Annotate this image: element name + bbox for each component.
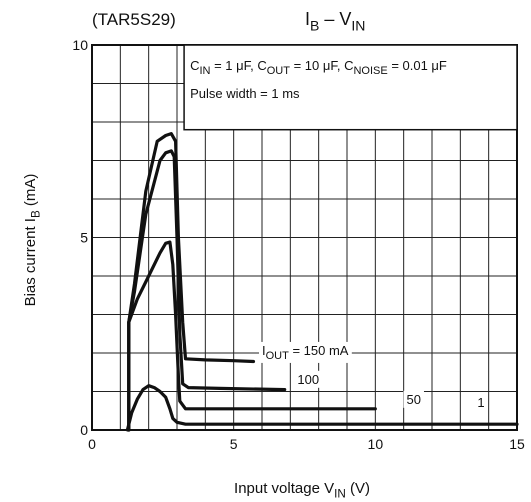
text-part: Bias current I bbox=[22, 218, 39, 306]
y-tick-label: 5 bbox=[80, 230, 88, 246]
curve-label-text: 50 bbox=[407, 392, 421, 407]
curve-label-text: I bbox=[262, 343, 266, 358]
curve-label: 100 bbox=[294, 370, 323, 388]
x-tick-label: 15 bbox=[509, 436, 525, 452]
series-line-3 bbox=[127, 240, 377, 432]
text-part: Input voltage V bbox=[234, 480, 334, 497]
chart-title: IB​ – VIN​ bbox=[305, 9, 365, 33]
device-label: (TAR5S29) bbox=[92, 10, 176, 29]
text-subscript: IN bbox=[351, 17, 365, 33]
series-line-4 bbox=[125, 384, 519, 432]
x-axis-label: Input voltage VIN​ (V) bbox=[234, 480, 370, 501]
curve-label-text: 1 bbox=[477, 395, 484, 410]
conditions-line2: Pulse width = 1 ms bbox=[190, 86, 300, 101]
curve-label-rest: = 150 mA bbox=[289, 343, 349, 358]
svg-text:50: 50 bbox=[407, 392, 421, 407]
text-part: (mA) bbox=[22, 174, 39, 211]
svg-text:IOUT = 150 mA: IOUT = 150 mA bbox=[262, 343, 349, 362]
y-axis-label: Bias current IB​ (mA) bbox=[22, 174, 43, 307]
curve-label-bg bbox=[474, 393, 488, 411]
text-part: = 10 μF, C bbox=[290, 58, 354, 73]
curve-label-text: 100 bbox=[297, 372, 319, 387]
x-tick-label: 5 bbox=[230, 436, 238, 452]
y-tick-label: 0 bbox=[80, 422, 88, 438]
svg-text:1: 1 bbox=[477, 395, 484, 410]
curve-label: IOUT = 150 mA bbox=[259, 341, 352, 363]
text-part: I bbox=[305, 9, 310, 29]
curve-label: 1 bbox=[474, 393, 488, 411]
text-subscript: IN bbox=[334, 488, 346, 501]
text-subscript: NOISE bbox=[353, 65, 387, 77]
text-subscript: OUT bbox=[267, 65, 291, 77]
curve-label-sub: OUT bbox=[266, 350, 290, 362]
y-tick-label: 10 bbox=[72, 37, 88, 53]
text-part: = 1 μF, C bbox=[210, 58, 266, 73]
svg-text:100: 100 bbox=[297, 372, 319, 387]
x-tick-label: 0 bbox=[88, 436, 96, 452]
text-subscript: B bbox=[310, 17, 319, 33]
x-tick-label: 10 bbox=[368, 436, 384, 452]
series-line-2 bbox=[127, 149, 287, 432]
conditions-frame bbox=[183, 44, 518, 131]
curve-labels: IOUT = 150 mA 100 50 1 bbox=[259, 341, 488, 411]
conditions-box: CIN​ = 1 μF, COUT​ = 10 μF, CNOISE​ = 0.… bbox=[183, 44, 518, 131]
curve-label: 50 bbox=[403, 390, 424, 408]
text-part: = 0.01 μF bbox=[388, 58, 447, 73]
conditions-line1: CIN​ = 1 μF, COUT​ = 10 μF, CNOISE​ = 0.… bbox=[190, 58, 447, 77]
text-part: – V bbox=[319, 9, 351, 29]
curve-label-bg bbox=[259, 341, 352, 363]
text-subscript: IN bbox=[199, 65, 210, 77]
curve-label-bg bbox=[294, 370, 323, 388]
text-part: (V) bbox=[346, 480, 370, 497]
text-part: C bbox=[190, 58, 199, 73]
series-group bbox=[125, 132, 519, 432]
curve-label-bg bbox=[403, 390, 424, 408]
text-subscript: B bbox=[30, 210, 43, 218]
